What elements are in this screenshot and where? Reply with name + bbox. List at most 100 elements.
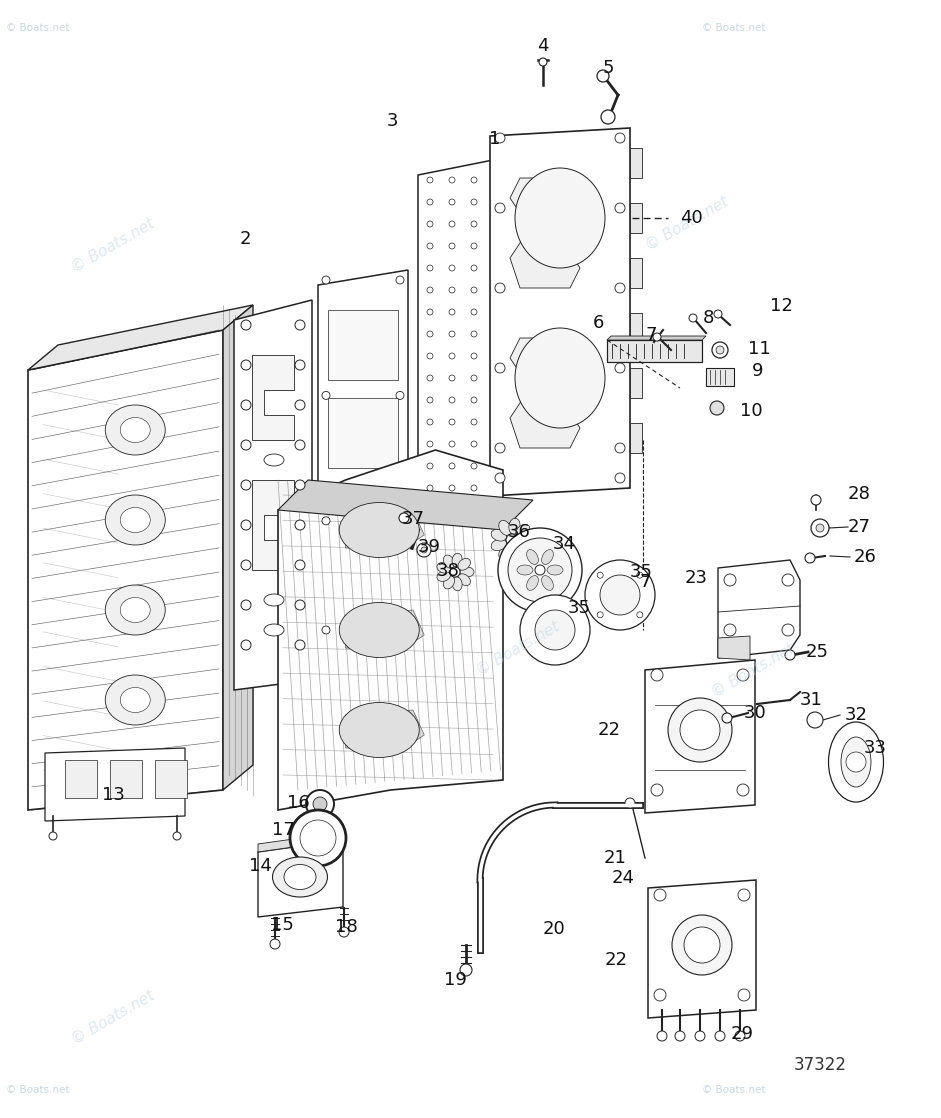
Text: © Boats.net: © Boats.net [643,193,731,254]
Polygon shape [607,337,706,340]
Polygon shape [278,480,533,530]
Ellipse shape [518,534,534,546]
Circle shape [785,650,795,660]
Circle shape [427,375,433,381]
Polygon shape [223,305,253,790]
Circle shape [600,575,640,615]
Polygon shape [328,486,398,556]
Text: 35: 35 [630,563,653,581]
Text: 20: 20 [543,920,566,938]
Circle shape [427,199,433,205]
Circle shape [295,520,305,530]
Text: © Boats.net: © Boats.net [6,23,70,32]
Circle shape [427,265,433,271]
Text: 8: 8 [703,309,714,326]
Circle shape [270,939,280,949]
Circle shape [695,1031,705,1041]
Ellipse shape [516,542,530,556]
Bar [110,760,142,798]
Circle shape [495,443,505,453]
Polygon shape [718,636,750,660]
Ellipse shape [443,576,455,589]
Circle shape [653,333,661,341]
Ellipse shape [491,539,506,551]
Ellipse shape [120,688,151,712]
Polygon shape [510,178,580,288]
Bar [493,264,501,280]
Bar [155,760,187,798]
Ellipse shape [516,524,530,538]
Circle shape [535,565,545,575]
Text: 35: 35 [568,599,591,617]
Circle shape [295,639,305,650]
Bar [493,348,501,363]
Circle shape [495,203,505,214]
Circle shape [657,1031,667,1041]
Circle shape [724,574,736,586]
Circle shape [449,287,455,293]
Circle shape [615,473,625,483]
Circle shape [471,353,477,359]
Circle shape [471,463,477,468]
Circle shape [498,528,582,612]
Bar [630,258,642,288]
Polygon shape [328,398,398,468]
Circle shape [300,819,336,856]
Text: 33: 33 [864,739,887,757]
Circle shape [449,243,455,249]
Circle shape [715,1031,725,1041]
Text: 19: 19 [444,972,467,989]
Ellipse shape [509,519,520,534]
Text: 23: 23 [685,569,708,587]
Circle shape [716,345,724,354]
Circle shape [738,989,750,1001]
Circle shape [322,276,330,284]
Ellipse shape [828,722,884,802]
Circle shape [449,375,455,381]
Circle shape [782,574,794,586]
Text: 31: 31 [800,691,822,709]
Ellipse shape [458,574,470,586]
Circle shape [506,534,518,546]
Ellipse shape [517,565,533,575]
Circle shape [680,710,720,750]
Circle shape [449,463,455,468]
Circle shape [689,314,697,322]
Text: © Boats.net: © Boats.net [702,1086,766,1095]
Circle shape [322,626,330,634]
Polygon shape [318,271,408,650]
Circle shape [637,572,643,578]
Circle shape [675,1031,685,1041]
Text: 14: 14 [249,858,272,875]
Circle shape [508,538,572,601]
Circle shape [471,331,477,337]
Circle shape [737,669,749,681]
Ellipse shape [105,405,166,455]
Circle shape [427,397,433,402]
Circle shape [471,397,477,402]
Text: 36: 36 [508,523,531,541]
Ellipse shape [527,576,538,590]
Text: 40: 40 [680,209,703,227]
Circle shape [735,1031,745,1041]
Bar [607,340,702,362]
Circle shape [427,331,433,337]
Circle shape [654,989,666,1001]
Ellipse shape [499,520,511,536]
Circle shape [615,133,625,143]
Circle shape [710,401,724,415]
Circle shape [684,927,720,963]
Text: 17: 17 [272,821,295,838]
Circle shape [427,243,433,249]
Text: 1: 1 [489,130,501,148]
Text: 25: 25 [806,643,829,661]
Circle shape [722,713,732,723]
Polygon shape [345,510,424,550]
Circle shape [417,543,431,557]
Circle shape [427,309,433,315]
Circle shape [782,624,794,636]
Circle shape [396,391,404,399]
Text: 37: 37 [402,510,425,528]
Ellipse shape [542,576,553,590]
Circle shape [449,485,455,491]
